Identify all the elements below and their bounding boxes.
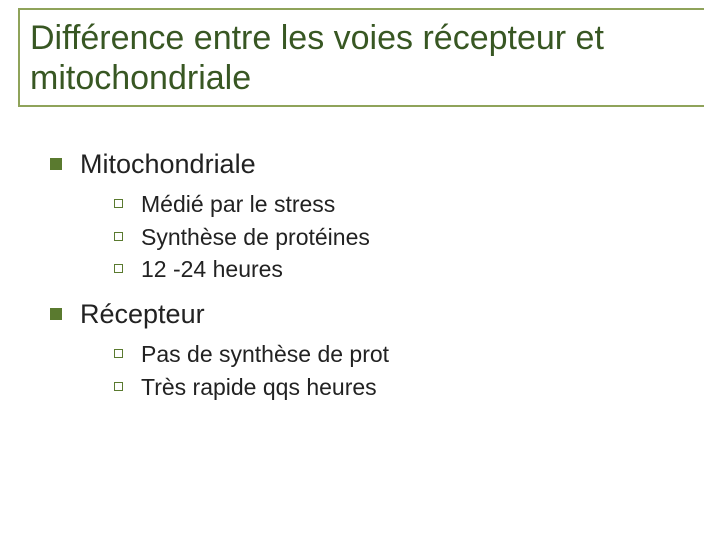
bullet-level1: Mitochondriale xyxy=(50,148,690,182)
hollow-square-bullet-icon xyxy=(114,382,123,391)
square-bullet-icon xyxy=(50,158,62,170)
sub-bullet-group: Médié par le stress Synthèse de protéine… xyxy=(114,190,690,284)
bullet-level1-text: Mitochondriale xyxy=(80,148,256,182)
bullet-level2: Pas de synthèse de prot xyxy=(114,340,690,369)
bullet-level1: Récepteur xyxy=(50,298,690,332)
bullet-level2: Très rapide qqs heures xyxy=(114,373,690,402)
slide-title: Différence entre les voies récepteur et … xyxy=(30,18,700,98)
hollow-square-bullet-icon xyxy=(114,199,123,208)
bullet-level2-text: Synthèse de protéines xyxy=(141,223,370,252)
bullet-level2-text: Médié par le stress xyxy=(141,190,335,219)
title-rule-left xyxy=(18,8,20,105)
bullet-level2-text: Très rapide qqs heures xyxy=(141,373,377,402)
bullet-level2-text: Pas de synthèse de prot xyxy=(141,340,389,369)
bullet-level2-text: 12 -24 heures xyxy=(141,255,283,284)
title-rule-bottom xyxy=(18,105,704,107)
square-bullet-icon xyxy=(50,308,62,320)
sub-bullet-group: Pas de synthèse de prot Très rapide qqs … xyxy=(114,340,690,402)
slide: Différence entre les voies récepteur et … xyxy=(0,0,720,540)
slide-body: Mitochondriale Médié par le stress Synth… xyxy=(50,140,690,415)
hollow-square-bullet-icon xyxy=(114,264,123,273)
bullet-level2: Synthèse de protéines xyxy=(114,223,690,252)
bullet-level1-text: Récepteur xyxy=(80,298,205,332)
bullet-level2: 12 -24 heures xyxy=(114,255,690,284)
bullet-level2: Médié par le stress xyxy=(114,190,690,219)
title-rule-top xyxy=(18,8,704,10)
hollow-square-bullet-icon xyxy=(114,232,123,241)
hollow-square-bullet-icon xyxy=(114,349,123,358)
